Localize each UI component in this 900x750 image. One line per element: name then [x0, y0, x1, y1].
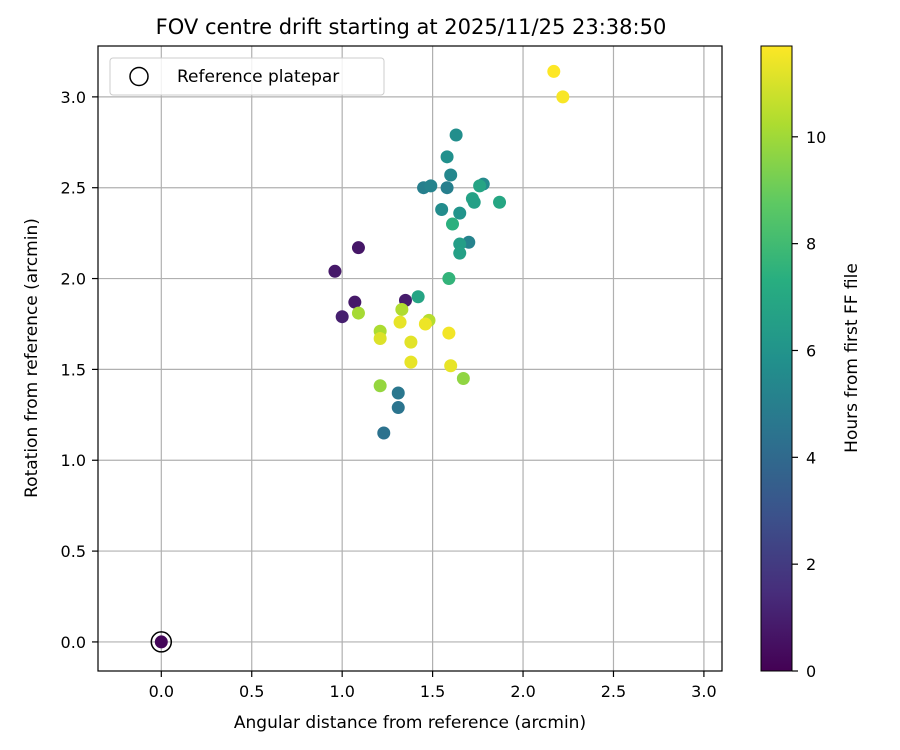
data-point: [351, 241, 365, 255]
data-point: [442, 326, 456, 340]
y-tick-label: 3.0: [61, 88, 86, 107]
x-tick-label: 3.0: [691, 682, 716, 701]
legend-box: [109, 57, 385, 96]
reference-marker-group: [150, 631, 173, 653]
colorbar-tick-label: 2: [806, 555, 816, 574]
data-point: [449, 128, 463, 142]
colorbar-tick-label: 0: [806, 662, 816, 681]
data-point: [446, 217, 460, 231]
data-point: [395, 302, 409, 316]
data-point: [418, 317, 432, 331]
data-point: [440, 150, 454, 164]
chart-title: FOV centre drift starting at 2025/11/25 …: [156, 15, 667, 39]
x-axis-ticks: 0.0 0.5 1.0 1.5 2.0 2.5 3.0: [149, 671, 717, 701]
data-point: [493, 195, 507, 209]
x-tick-label: 2.5: [601, 682, 626, 701]
colorbar-tick-label: 6: [806, 341, 816, 360]
data-point: [444, 168, 458, 182]
data-point: [467, 195, 481, 209]
data-point: [348, 295, 362, 309]
data-point: [404, 335, 418, 349]
legend-marker-icon: [129, 66, 149, 87]
y-tick-label: 0.0: [61, 633, 86, 652]
data-point: [473, 179, 487, 193]
y-tick-label: 1.5: [61, 360, 86, 379]
x-tick-label: 1.0: [329, 682, 354, 701]
y-tick-label: 1.0: [61, 451, 86, 470]
data-point: [404, 355, 418, 369]
data-point: [411, 290, 425, 304]
data-point: [556, 90, 570, 104]
colorbar-ticks: 0 2 4 6 8 10: [792, 128, 826, 681]
plot-frame: [97, 45, 723, 672]
x-tick-label: 1.5: [420, 682, 445, 701]
data-point: [373, 379, 387, 393]
data-point: [373, 332, 387, 346]
scatter-series: [154, 64, 570, 649]
data-point: [328, 264, 342, 278]
x-tick-label: 0.5: [239, 682, 264, 701]
data-point: [154, 635, 168, 649]
y-tick-label: 2.5: [61, 179, 86, 198]
colorbar-tick-label: 10: [806, 128, 826, 147]
data-point: [453, 237, 467, 251]
colorbar-tick-label: 4: [806, 448, 816, 467]
y-axis-ticks: 0.0 0.5 1.0 1.5 2.0 2.5 3.0: [61, 88, 98, 652]
data-point: [444, 359, 458, 373]
data-point: [393, 315, 407, 329]
data-point: [453, 206, 467, 220]
data-point: [391, 401, 405, 415]
data-point: [335, 310, 349, 324]
y-tick-label: 0.5: [61, 542, 86, 561]
data-point: [435, 203, 449, 217]
data-point: [442, 272, 456, 286]
data-point: [424, 179, 438, 193]
reference-marker: [150, 631, 173, 653]
x-axis-label: Angular distance from reference (arcmin): [234, 713, 586, 733]
y-axis-label: Rotation from reference (arcmin): [22, 218, 42, 498]
data-point: [391, 386, 405, 400]
x-tick-label: 2.0: [510, 682, 535, 701]
colorbar-tick-label: 8: [806, 235, 816, 254]
colorbar: [760, 45, 793, 672]
data-point: [456, 371, 470, 385]
legend-label: Reference platepar: [177, 67, 339, 87]
x-tick-label: 0.0: [149, 682, 174, 701]
data-point: [377, 426, 391, 440]
data-point: [547, 64, 561, 78]
data-point: [351, 306, 365, 320]
colorbar-label: Hours from first FF file: [842, 263, 862, 453]
data-point: [453, 246, 467, 260]
y-tick-label: 2.0: [61, 270, 86, 289]
grid-lines: [98, 46, 722, 671]
legend: Reference platepar: [109, 57, 385, 96]
data-point: [440, 181, 454, 195]
